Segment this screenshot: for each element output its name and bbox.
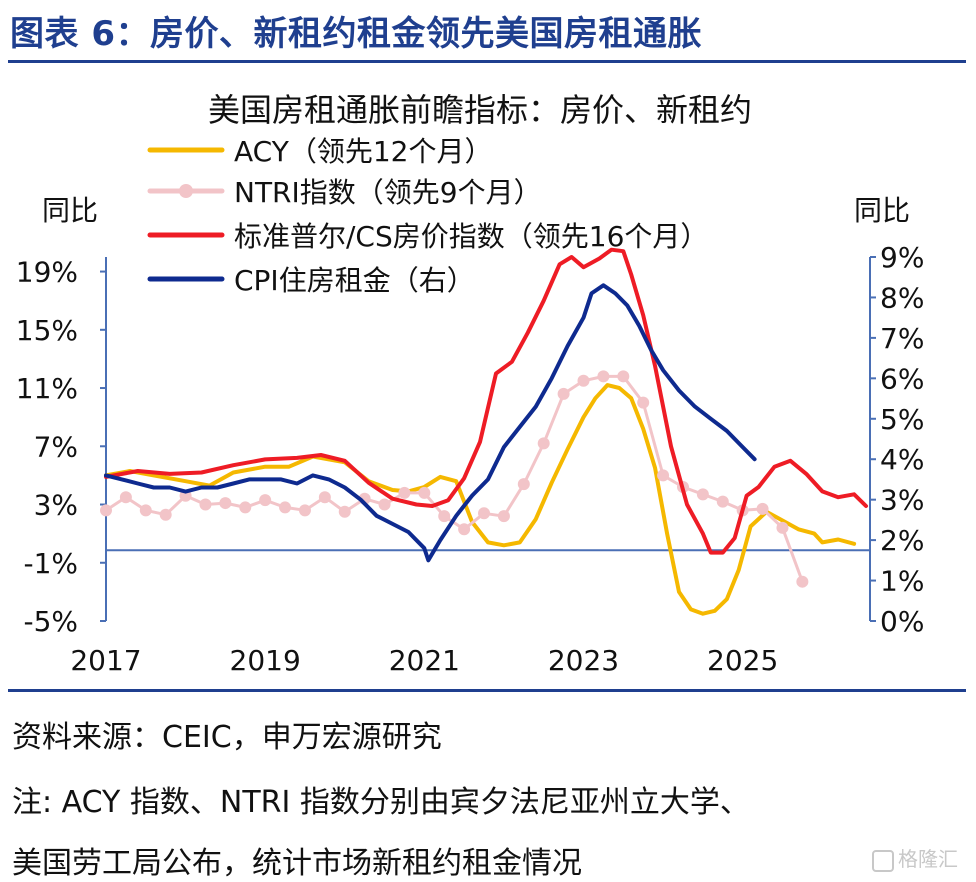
watermark-text: 格隆汇 [898, 847, 958, 871]
y-tick-label-right: 8% [880, 281, 924, 314]
y-axis-label-left: 同比 [42, 194, 98, 227]
series-point [239, 501, 252, 514]
series-point [497, 510, 510, 523]
x-tick-label: 2023 [548, 644, 619, 677]
series-point [279, 501, 292, 514]
y-tick-label-left: 7% [34, 430, 78, 463]
series-point [478, 507, 491, 520]
x-tick-label: 2019 [230, 644, 301, 677]
y-tick-label-right: 6% [880, 362, 924, 395]
series-point [458, 523, 471, 536]
series-point [398, 486, 411, 499]
series-point [338, 505, 351, 518]
y-tick-label-left: -1% [23, 547, 78, 580]
series-point [438, 510, 451, 523]
series-point [597, 370, 610, 383]
y-tick-label-right: 1% [880, 565, 924, 598]
x-tick-label: 2017 [70, 644, 141, 677]
series-point [199, 498, 212, 511]
y-tick-label-right: 9% [880, 241, 924, 274]
source-note: 资料来源：CEIC，申万宏源研究 [12, 720, 442, 755]
y-tick-label-right: 0% [880, 605, 924, 638]
series-point [259, 494, 272, 507]
series-point [716, 495, 729, 508]
y-tick-label-left: 11% [16, 372, 78, 405]
series-point [219, 497, 232, 510]
series-point [139, 504, 152, 517]
y-tick-label-left: -5% [23, 605, 78, 638]
series-point [517, 478, 530, 491]
y-tick-label-right: 4% [880, 443, 924, 476]
series-point [796, 575, 809, 588]
series-point [100, 504, 112, 517]
series-point [418, 486, 431, 499]
watermark: 格隆汇 [872, 843, 958, 872]
legend-label: CPI住房租金（右） [234, 264, 475, 297]
y-tick-label-right: 5% [880, 403, 924, 436]
legend-label: 标准普尔/CS房价指数（领先16个月） [234, 220, 708, 253]
y-tick-label-left: 15% [16, 314, 78, 347]
series-point [119, 491, 132, 504]
series-line-4 [104, 283, 757, 563]
note-line-1: 注: ACY 指数、NTRI 指数分别由宾夕法尼亚州立大学、 [12, 785, 750, 820]
chart: 美国房租通胀前瞻指标：房价、新租约 同比 同比 19% 15% 11% 7% 3% -1%… [16, 91, 925, 677]
x-tick-label: 2021 [389, 644, 460, 677]
series-point [756, 502, 769, 515]
series-point [378, 498, 391, 511]
legend-label: ACY（领先12个月） [234, 135, 492, 168]
series-point [637, 396, 650, 409]
series-point [298, 504, 311, 517]
legend-label: NTRI指数（领先9个月） [234, 176, 542, 209]
figure-title: 图表 6：房价、新租约租金领先美国房租通胀 [10, 14, 702, 54]
series-point [159, 508, 172, 521]
watermark-logo-icon [872, 849, 894, 872]
y-tick-label-right: 2% [880, 524, 924, 557]
title-rule [8, 60, 966, 63]
series-point [776, 521, 789, 534]
series-point [577, 374, 590, 387]
series-point [657, 469, 670, 482]
series-point [617, 370, 630, 383]
footer-rule [8, 689, 966, 692]
series-point [318, 491, 331, 504]
legend-marker [179, 184, 193, 198]
y-axis-label-right: 同比 [854, 194, 910, 227]
series-line-1 [104, 383, 857, 616]
series-line-3 [104, 247, 868, 555]
y-tick-label-right: 3% [880, 484, 924, 517]
note-line-2: 美国劳工局公布，统计市场新租约租金情况 [12, 846, 582, 881]
series-point [696, 488, 709, 501]
y-tick-label-left: 3% [34, 489, 78, 522]
x-tick-label: 2025 [707, 644, 778, 677]
series-point [557, 387, 570, 400]
y-tick-label-right: 7% [880, 322, 924, 355]
series-point [537, 437, 550, 450]
chart-title: 美国房租通胀前瞻指标：房价、新租约 [208, 91, 752, 129]
y-tick-label-left: 19% [16, 256, 78, 289]
